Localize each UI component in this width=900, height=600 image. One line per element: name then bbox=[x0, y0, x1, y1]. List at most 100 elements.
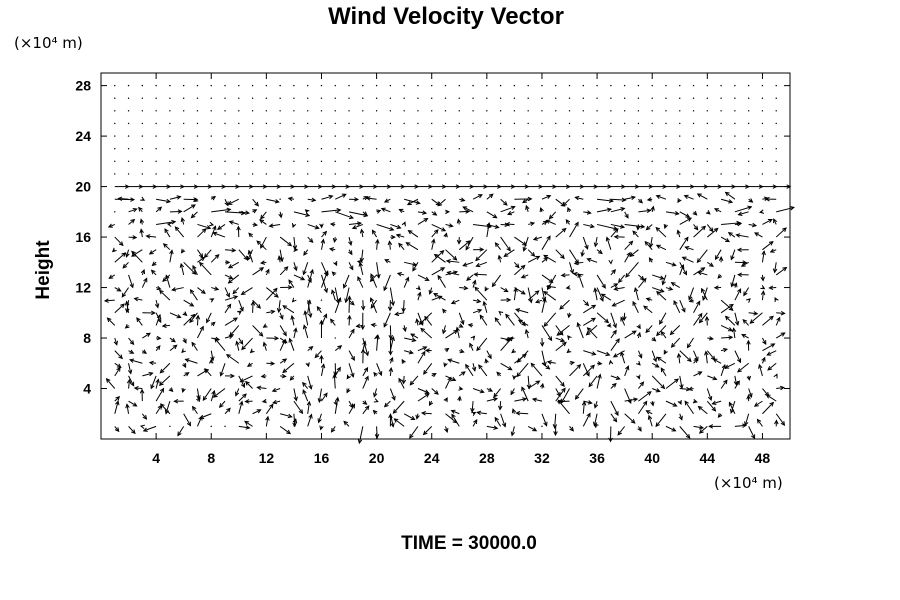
vector-dot bbox=[362, 135, 364, 137]
vector-arrowhead bbox=[560, 272, 566, 278]
vector-arrow bbox=[665, 211, 679, 215]
vector-dot bbox=[637, 135, 640, 137]
vector-arrowhead bbox=[656, 356, 662, 362]
vector-arrow bbox=[228, 261, 240, 269]
vector-arrowhead bbox=[201, 228, 207, 233]
vector-arrow bbox=[190, 289, 198, 301]
vector-arrowhead bbox=[476, 410, 482, 416]
vector-arrow bbox=[554, 413, 557, 428]
vector-dot bbox=[747, 110, 750, 112]
vector-arrow bbox=[141, 278, 148, 288]
vector-arrowhead bbox=[360, 305, 366, 311]
vector-arrowhead bbox=[451, 376, 457, 382]
vector-arrowhead bbox=[151, 261, 157, 267]
vector-dot bbox=[196, 135, 199, 137]
vector-arrow bbox=[293, 274, 305, 281]
vector-dot bbox=[431, 173, 433, 175]
vector-dot bbox=[637, 97, 640, 99]
vector-arrowhead bbox=[192, 264, 197, 270]
vector-arrowhead bbox=[612, 417, 618, 423]
vector-arrow bbox=[738, 211, 749, 216]
vector-dot bbox=[720, 110, 722, 112]
vector-arrowhead bbox=[697, 405, 703, 411]
vector-arrow bbox=[156, 221, 176, 225]
vector-arrow bbox=[393, 400, 405, 414]
vector-arrow bbox=[143, 425, 157, 432]
vector-arrowhead bbox=[655, 226, 661, 232]
vector-arrowhead bbox=[350, 328, 355, 334]
vector-arrow bbox=[307, 236, 314, 243]
vector-arrow bbox=[670, 325, 681, 335]
vector-dot bbox=[720, 84, 722, 87]
vector-arrowhead bbox=[491, 282, 497, 288]
vector-arrowhead bbox=[424, 389, 430, 394]
vector-arrowhead bbox=[492, 214, 498, 219]
vector-arrow bbox=[183, 204, 196, 213]
vector-dot bbox=[238, 148, 240, 150]
vector-arrowhead bbox=[150, 384, 155, 390]
vector-arrowhead bbox=[561, 227, 567, 233]
vector-dot bbox=[582, 84, 584, 87]
vector-arrow bbox=[210, 226, 216, 238]
vector-dot bbox=[610, 84, 612, 87]
vector-arrowhead bbox=[364, 351, 370, 357]
vector-dot bbox=[224, 160, 226, 163]
vector-arrowhead bbox=[496, 371, 502, 377]
vector-arrow bbox=[224, 304, 232, 314]
vector-arrowhead bbox=[597, 361, 603, 366]
vector-arrowhead bbox=[674, 211, 680, 216]
vector-arrowhead bbox=[210, 356, 215, 362]
vector-arrow bbox=[183, 314, 195, 326]
vector-arrow bbox=[304, 311, 309, 326]
vector-arrow bbox=[624, 388, 632, 404]
vector-arrowhead bbox=[277, 255, 282, 261]
vector-arrowhead bbox=[437, 201, 443, 207]
vector-arrow bbox=[343, 274, 350, 288]
vector-dot bbox=[747, 97, 750, 99]
vector-dot bbox=[610, 135, 612, 137]
vector-arrow bbox=[279, 337, 288, 344]
vector-dot bbox=[568, 122, 571, 125]
vector-dot bbox=[238, 173, 240, 175]
vector-arrowhead bbox=[711, 406, 717, 412]
vector-arrowhead bbox=[574, 195, 580, 201]
vector-arrow bbox=[331, 290, 336, 301]
vector-arrow bbox=[373, 388, 378, 397]
vector-arrow bbox=[613, 350, 625, 358]
vector-dot bbox=[499, 110, 502, 112]
vector-dot bbox=[348, 97, 350, 99]
vector-dot bbox=[775, 84, 777, 87]
vector-arrow bbox=[720, 236, 730, 242]
vector-arrowhead bbox=[711, 400, 717, 406]
vector-arrowhead bbox=[599, 296, 604, 302]
vector-arrowhead bbox=[522, 198, 527, 204]
vector-arrow bbox=[224, 317, 238, 326]
vector-arrow bbox=[734, 206, 752, 213]
vector-arrow bbox=[776, 206, 795, 213]
vector-arrowhead bbox=[289, 375, 295, 381]
vector-dot bbox=[238, 84, 240, 87]
vector-dot bbox=[224, 135, 226, 137]
vector-arrow bbox=[417, 218, 428, 225]
vector-dot bbox=[182, 110, 185, 112]
vector-arrowhead bbox=[465, 240, 471, 245]
vector-arrow bbox=[370, 273, 378, 288]
vector-arrowhead bbox=[433, 229, 439, 234]
vector-arrowhead bbox=[565, 285, 571, 290]
vector-arrowhead bbox=[681, 256, 687, 261]
vector-dot bbox=[761, 110, 764, 112]
vector-arrowhead bbox=[142, 427, 148, 432]
vector-dot bbox=[348, 135, 350, 137]
vector-arrowhead bbox=[132, 402, 138, 407]
vector-arrowhead bbox=[717, 413, 723, 419]
vector-arrow bbox=[721, 222, 741, 225]
vector-arrowhead bbox=[591, 317, 597, 322]
vector-dot bbox=[265, 173, 268, 175]
vector-dot bbox=[375, 135, 378, 137]
vector-arrowhead bbox=[543, 421, 548, 427]
vector-arrowhead bbox=[127, 369, 133, 375]
vector-dot bbox=[155, 173, 157, 175]
vector-dot bbox=[499, 160, 502, 163]
vector-arrowhead bbox=[282, 338, 288, 344]
vector-arrowhead bbox=[459, 348, 465, 354]
